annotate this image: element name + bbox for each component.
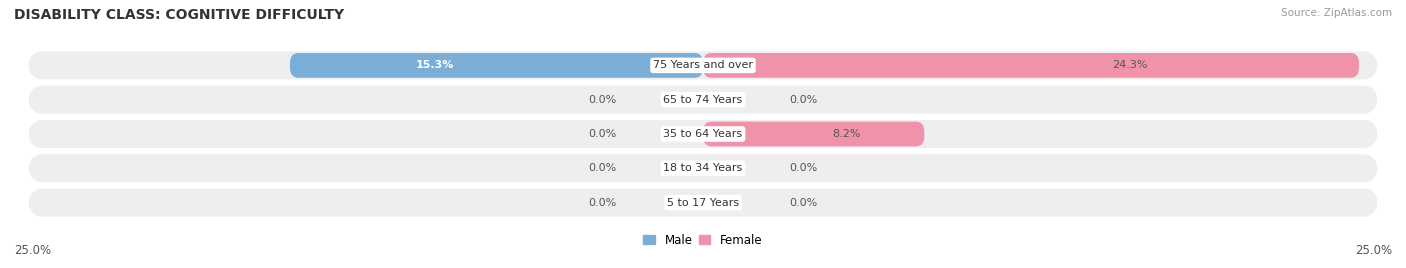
Text: 25.0%: 25.0%: [14, 244, 51, 257]
Text: 8.2%: 8.2%: [832, 129, 860, 139]
Text: 0.0%: 0.0%: [588, 163, 617, 173]
Text: 5 to 17 Years: 5 to 17 Years: [666, 198, 740, 208]
FancyBboxPatch shape: [28, 154, 1378, 182]
Text: 0.0%: 0.0%: [588, 198, 617, 208]
Legend: Male, Female: Male, Female: [638, 229, 768, 252]
FancyBboxPatch shape: [28, 86, 1378, 114]
Text: 15.3%: 15.3%: [415, 60, 454, 70]
Text: 75 Years and over: 75 Years and over: [652, 60, 754, 70]
Text: 0.0%: 0.0%: [789, 95, 818, 105]
Text: 0.0%: 0.0%: [588, 129, 617, 139]
FancyBboxPatch shape: [28, 189, 1378, 217]
FancyBboxPatch shape: [28, 51, 1378, 79]
Text: Source: ZipAtlas.com: Source: ZipAtlas.com: [1281, 8, 1392, 18]
Text: 35 to 64 Years: 35 to 64 Years: [664, 129, 742, 139]
Text: 24.3%: 24.3%: [1112, 60, 1147, 70]
Text: 0.0%: 0.0%: [588, 95, 617, 105]
FancyBboxPatch shape: [290, 53, 703, 78]
Text: 0.0%: 0.0%: [789, 198, 818, 208]
FancyBboxPatch shape: [703, 53, 1360, 78]
Text: DISABILITY CLASS: COGNITIVE DIFFICULTY: DISABILITY CLASS: COGNITIVE DIFFICULTY: [14, 8, 344, 22]
Text: 18 to 34 Years: 18 to 34 Years: [664, 163, 742, 173]
FancyBboxPatch shape: [28, 120, 1378, 148]
Text: 25.0%: 25.0%: [1355, 244, 1392, 257]
Text: 0.0%: 0.0%: [789, 163, 818, 173]
FancyBboxPatch shape: [703, 122, 924, 146]
Text: 65 to 74 Years: 65 to 74 Years: [664, 95, 742, 105]
